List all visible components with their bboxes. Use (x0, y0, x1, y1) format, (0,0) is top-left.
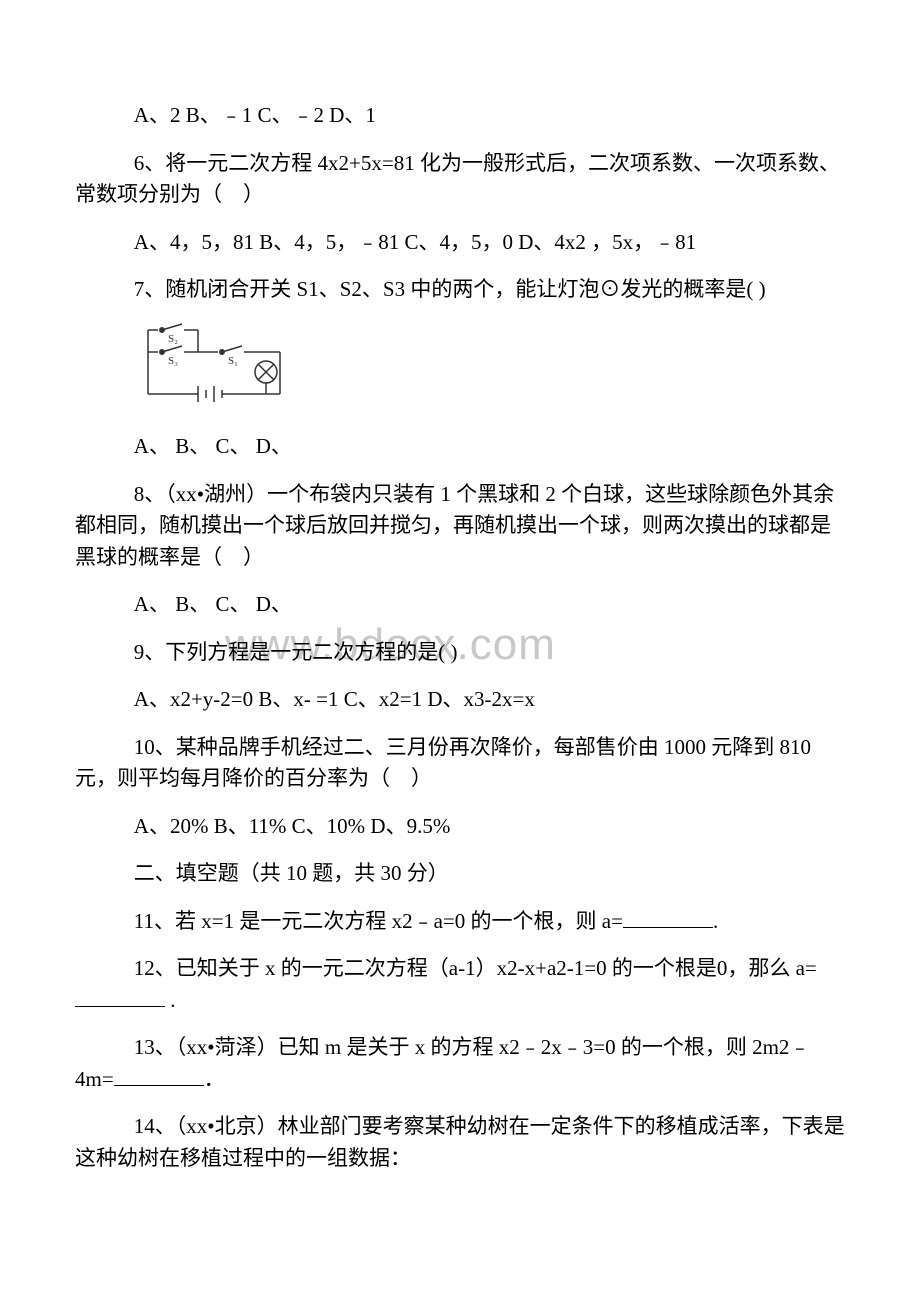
q13-text: 13、（xx•菏泽）已知 m 是关于 x 的方程 x2﹣2x﹣3=0 的一个根，… (75, 1032, 845, 1095)
q12-blank (75, 986, 165, 1007)
document-content: A、2 B、﹣1 C、﹣2 D、1 6、将一元二次方程 4x2+5x=81 化为… (75, 100, 845, 1174)
q8-text: 8、（xx•湖州）一个布袋内只装有 1 个黑球和 2 个白球，这些球除颜色外其余… (75, 479, 845, 574)
q8-options: A、 B、 C、 D、 (75, 589, 845, 621)
q9-options: A、x2+y-2=0 B、x- =1 C、x2=1 D、x3-2x=x (75, 684, 845, 716)
q10-text: 10、某种品牌手机经过二、三月份再次降价，每部售价由 1000 元降到 810 … (75, 732, 845, 795)
q5-options: A、2 B、﹣1 C、﹣2 D、1 (75, 100, 845, 132)
circuit-diagram: S₂ S₃ S₁ (140, 322, 845, 416)
q14-text: 14、（xx•北京）林业部门要考察某种幼树在一定条件下的移植成活率，下表是这种幼… (75, 1111, 845, 1174)
q10-options: A、20% B、11% C、10% D、9.5% (75, 811, 845, 843)
q13-suffix: ． (204, 1067, 225, 1091)
section2-title: 二、填空题（共 10 题，共 30 分） (75, 858, 845, 890)
q12-prefix: 12、已知关于 x 的一元二次方程（a-1）x2-x+a2-1=0 的一个根是0… (134, 956, 817, 980)
q7-options: A、 B、 C、 D、 (75, 431, 845, 463)
q12-suffix: . (165, 988, 176, 1012)
label-s3: S₃ (168, 355, 178, 367)
q12-text: 12、已知关于 x 的一元二次方程（a-1）x2-x+a2-1=0 的一个根是0… (75, 953, 845, 1016)
q11-suffix: . (713, 909, 718, 933)
q11-prefix: 11、若 x=1 是一元二次方程 x2﹣a=0 的一个根，则 a= (134, 909, 623, 933)
q11-text: 11、若 x=1 是一元二次方程 x2﹣a=0 的一个根，则 a=. (75, 906, 845, 938)
q7-text: 7、随机闭合开关 S1、S2、S3 中的两个，能让灯泡⊙发光的概率是( ) (75, 274, 845, 306)
q6-options: A、4，5，81 B、4，5，﹣81 C、4，5，0 D、4x2 ，5x，﹣81 (75, 227, 845, 259)
q9-text: 9、下列方程是一元二次方程的是( ) (75, 637, 845, 669)
label-s1: S₁ (228, 355, 238, 367)
q11-blank (623, 907, 713, 928)
q13-blank (114, 1065, 204, 1086)
q6-text: 6、将一元二次方程 4x2+5x=81 化为一般形式后，二次项系数、一次项系数、… (75, 148, 845, 211)
label-s2: S₂ (168, 333, 178, 345)
